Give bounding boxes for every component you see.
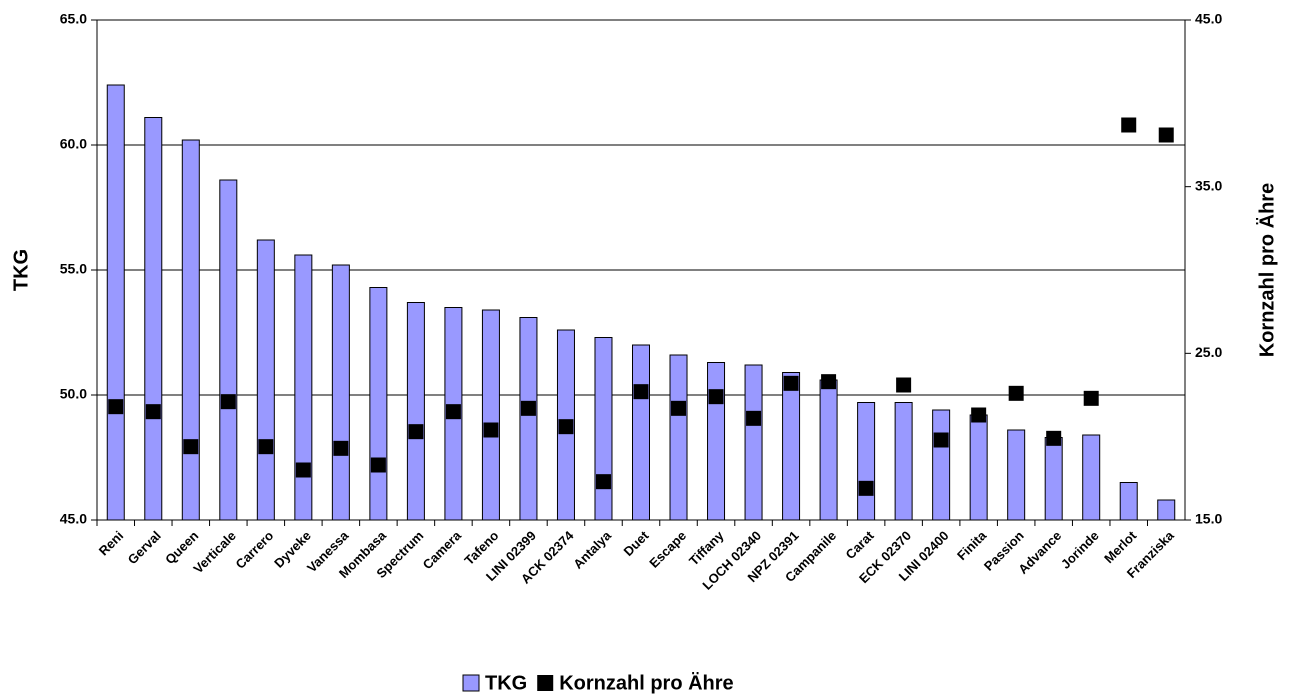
x-tick-label: Carat: [843, 527, 878, 562]
legend-label: TKG: [485, 672, 527, 694]
marker: [1158, 127, 1174, 143]
bar: [857, 402, 876, 521]
marker: [896, 377, 912, 393]
marker: [783, 375, 799, 391]
bar: [744, 364, 763, 521]
marker: [708, 389, 724, 405]
y-tick-label: 45.0: [60, 511, 87, 527]
bar: [369, 287, 388, 521]
marker: [220, 394, 236, 410]
legend-swatch: [462, 674, 480, 692]
marker: [558, 419, 574, 435]
bar: [1082, 434, 1101, 521]
bar: [707, 362, 726, 521]
marker: [333, 440, 349, 456]
bar: [969, 414, 988, 521]
bar: [106, 84, 125, 521]
bar: [669, 354, 688, 521]
y2-tick-label: 45.0: [1195, 11, 1222, 27]
marker: [258, 439, 274, 455]
bar: [1044, 437, 1063, 521]
marker: [633, 384, 649, 400]
bar: [932, 409, 951, 521]
marker: [445, 404, 461, 420]
y2-tick-label: 35.0: [1195, 177, 1222, 193]
x-tick-label: Carrero: [233, 528, 277, 572]
bar: [181, 139, 200, 521]
y-tick-label: 50.0: [60, 386, 87, 402]
bar: [1157, 499, 1176, 521]
bar: [406, 302, 425, 521]
bar: [594, 337, 613, 521]
marker: [671, 400, 687, 416]
y-tick-label: 65.0: [60, 11, 87, 27]
x-tick-label: Camera: [420, 527, 465, 572]
y2-axis-title: Kornzahl pro Ähre: [1255, 183, 1278, 357]
x-tick-label: Duet: [621, 527, 653, 559]
bar: [294, 254, 313, 521]
x-tick-label: Reni: [96, 528, 127, 559]
marker: [1083, 390, 1099, 406]
marker: [821, 374, 837, 390]
bar: [894, 402, 913, 521]
y-tick-label: 60.0: [60, 136, 87, 152]
marker: [858, 480, 874, 496]
y2-tick-label: 25.0: [1195, 344, 1222, 360]
x-tick-label: Gerval: [125, 528, 164, 567]
x-tick-label: Finita: [954, 527, 990, 563]
marker: [108, 399, 124, 415]
bar: [481, 309, 500, 521]
marker: [1121, 117, 1137, 133]
y-axis-title: TKG: [10, 249, 32, 291]
bar: [632, 344, 650, 521]
marker: [520, 400, 536, 416]
bar: [1119, 482, 1138, 521]
marker: [295, 462, 311, 478]
marker: [971, 407, 987, 423]
marker: [1046, 430, 1062, 446]
bar: [331, 264, 350, 521]
marker: [933, 432, 949, 448]
marker: [1008, 385, 1024, 401]
bar: [144, 117, 163, 521]
marker: [408, 424, 424, 440]
marker: [183, 439, 199, 455]
marker: [145, 404, 161, 420]
x-tick-label: Antalya: [570, 527, 614, 571]
bar: [519, 317, 538, 521]
y-tick-label: 55.0: [60, 261, 87, 277]
bar: [819, 379, 838, 521]
bar: [256, 239, 275, 521]
marker: [746, 410, 762, 426]
x-tick-label: Jorinde: [1058, 528, 1102, 572]
x-tick-label: Escape: [646, 528, 689, 571]
bar: [782, 372, 801, 521]
y2-tick-label: 15.0: [1195, 511, 1222, 527]
legend-swatch: [537, 675, 554, 691]
bar: [219, 179, 238, 521]
bar: [1007, 429, 1026, 521]
marker: [483, 422, 499, 438]
legend-label: Kornzahl pro Ähre: [559, 671, 733, 694]
marker: [595, 474, 611, 490]
marker: [370, 457, 386, 473]
